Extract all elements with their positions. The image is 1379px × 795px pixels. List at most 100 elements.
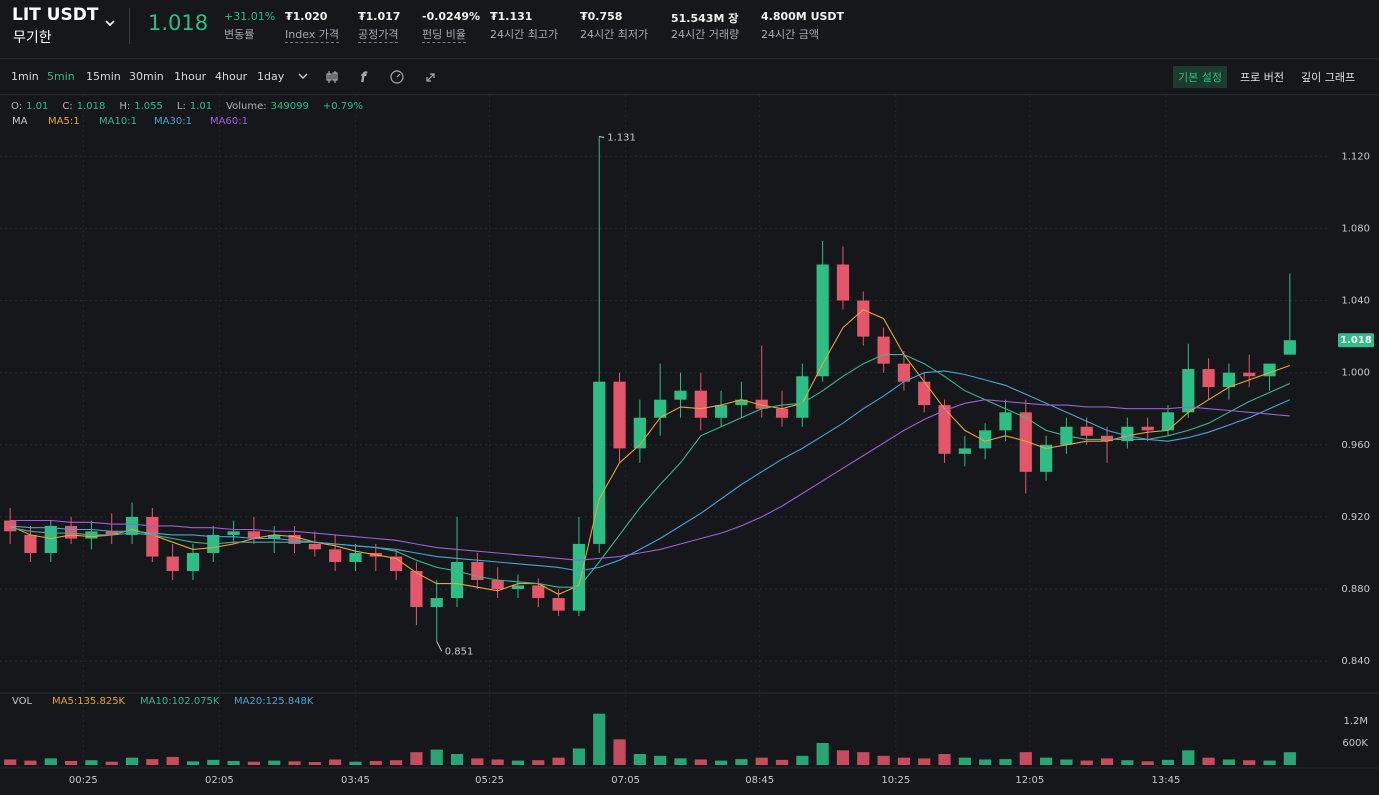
info-change: +0.79% xyxy=(322,101,363,112)
volume-bar xyxy=(552,757,565,765)
x-tick-label: 00:25 xyxy=(69,775,98,786)
stat-label[interactable]: Index 가격 xyxy=(285,28,340,43)
volume-bar xyxy=(958,757,971,765)
candle-body xyxy=(1019,412,1032,472)
candle-body xyxy=(186,552,200,571)
volume-bar xyxy=(329,759,342,765)
interval-button[interactable]: 4hour xyxy=(215,70,248,83)
info-label: L: xyxy=(176,101,186,112)
candle-body xyxy=(1222,372,1235,388)
candle-body xyxy=(1121,426,1134,442)
candle-body xyxy=(65,525,78,539)
volume-bar xyxy=(1202,757,1215,765)
legend-entry: MA5:1 xyxy=(48,116,80,127)
volume-bar xyxy=(857,752,870,765)
volume-bar xyxy=(775,759,789,765)
info-value: 1.018 xyxy=(76,101,106,112)
candle-body xyxy=(329,549,342,562)
view-button[interactable]: 프로 버전 xyxy=(1240,71,1284,84)
legend-entry: MA30:1 xyxy=(154,116,192,127)
volume-bar xyxy=(633,754,646,765)
volume-bar xyxy=(85,760,98,765)
volume-bar xyxy=(227,760,240,765)
candle-body xyxy=(1182,369,1195,413)
more-intervals[interactable] xyxy=(297,71,309,81)
interval-button[interactable]: 1hour xyxy=(174,70,207,83)
volume-bar xyxy=(65,760,78,765)
candle-body xyxy=(511,585,525,590)
y-tick-label: 0.880 xyxy=(1341,584,1370,595)
y-tick-label: 1.080 xyxy=(1341,223,1370,234)
volume-legend-entry: MA20:125.848K xyxy=(234,696,314,707)
volume-bar xyxy=(186,761,200,765)
stat-label[interactable]: 펀딩 비율 xyxy=(422,28,466,43)
candle-body xyxy=(247,531,260,539)
candle-body xyxy=(430,598,443,608)
volume-bar xyxy=(247,761,260,765)
volume-bar xyxy=(979,759,992,765)
stat-value: ₮1.131 xyxy=(490,10,533,23)
volume-bar xyxy=(166,756,179,765)
volume-bar xyxy=(1121,760,1134,765)
volume-bar xyxy=(1182,750,1195,765)
candle-body xyxy=(755,399,768,409)
info-label: O: xyxy=(11,101,23,112)
candle-body xyxy=(44,525,57,553)
volume-legend-entry: MA5:135.825K xyxy=(52,696,126,707)
candle-body xyxy=(1202,369,1215,388)
tool-icons[interactable]: f xyxy=(325,69,455,85)
symbol[interactable]: LIT USDT xyxy=(12,5,99,25)
candle-body xyxy=(979,430,992,449)
stat-value: ₮1.020 xyxy=(285,10,328,23)
candle-body xyxy=(227,531,240,535)
candle-body xyxy=(857,300,870,337)
candle-body xyxy=(715,405,728,418)
volume-bar xyxy=(735,759,748,765)
candle-body xyxy=(999,412,1012,431)
volume-bar xyxy=(308,762,321,765)
interval-button[interactable]: 15min xyxy=(86,70,121,83)
svg-text:f: f xyxy=(361,71,367,85)
volume-bar xyxy=(918,758,931,765)
candle-body xyxy=(288,534,301,544)
candle-body xyxy=(146,516,159,557)
interval-button[interactable]: 30min xyxy=(129,70,164,83)
interval-button[interactable]: 1min xyxy=(11,70,39,83)
candle-body xyxy=(1040,444,1053,472)
chart: 1.120 1.080 1.040 1.000 0.960 0.920 0.880 0.840… xyxy=(0,95,1379,786)
divider xyxy=(129,8,130,44)
extreme-pointer xyxy=(436,641,443,652)
volume-bar xyxy=(897,757,910,765)
candle-body xyxy=(735,399,748,406)
candle-body xyxy=(1283,340,1296,355)
candle-body xyxy=(593,381,606,544)
view-button[interactable]: 깊이 그래프 xyxy=(1301,71,1356,84)
info-value: 1.055 xyxy=(134,101,163,112)
x-tick-label: 13:45 xyxy=(1152,775,1181,786)
candle-body xyxy=(1263,363,1276,377)
volume-bar xyxy=(1100,758,1114,765)
info-value: 349099 xyxy=(270,101,309,112)
view-button[interactable]: 기본 설정 xyxy=(1173,66,1227,88)
volume-bar xyxy=(1141,761,1154,765)
candle-body xyxy=(694,390,707,418)
candle-body xyxy=(450,561,464,599)
stat-label[interactable]: 공정가격 xyxy=(358,28,399,43)
interval-button[interactable]: 5min xyxy=(47,70,75,83)
toolbar: 1min 5min 15min 30min 1hour 4hour 1day f 기본 설정… xyxy=(0,59,1379,95)
volume-bar xyxy=(24,760,37,765)
volume-bar xyxy=(268,760,281,765)
chevron[interactable] xyxy=(104,18,116,28)
volume-bar xyxy=(105,761,118,765)
volume-bar xyxy=(674,758,687,765)
volume-bar xyxy=(1019,752,1032,765)
candle-body xyxy=(775,408,789,418)
volume-bar xyxy=(471,758,484,765)
extreme-label: 0.851 xyxy=(445,646,474,657)
candle-body xyxy=(897,363,910,382)
interval-button[interactable]: 1day xyxy=(257,70,285,83)
volume-bar xyxy=(694,759,707,765)
candle-body xyxy=(268,534,281,539)
stat-value: -0.0249% xyxy=(422,10,481,23)
volume-tick-label: 600K xyxy=(1342,738,1368,749)
